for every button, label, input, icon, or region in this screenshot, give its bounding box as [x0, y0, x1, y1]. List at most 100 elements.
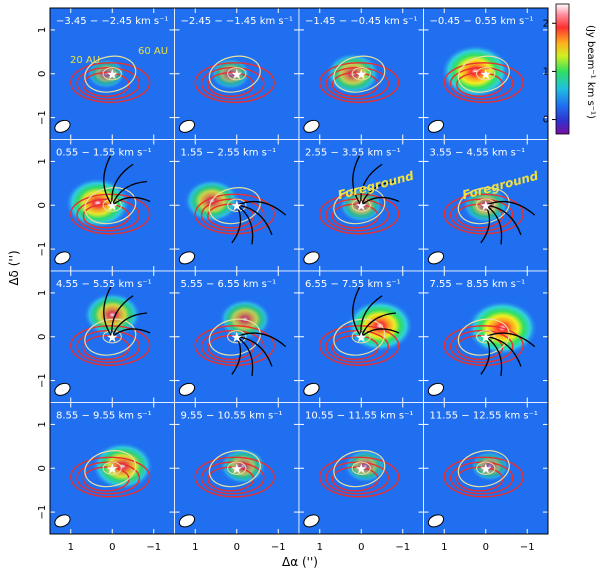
- colorbar-tick-label: 2: [543, 18, 549, 29]
- y-tick-label: 1: [37, 27, 48, 33]
- streamline-trace: [231, 336, 242, 375]
- red-contour: [194, 62, 275, 103]
- ellipse-60au: [333, 450, 386, 488]
- ellipse-60au: [84, 187, 137, 225]
- streamline-trace: [111, 328, 151, 338]
- ellipse-20au: [476, 330, 496, 344]
- ellipse-20au: [351, 461, 371, 475]
- y-tick-label: 0: [37, 202, 48, 208]
- streamline-trace: [231, 204, 242, 244]
- emission-blob: [210, 57, 251, 90]
- streamline-trace: [360, 180, 396, 206]
- streamline-trace: [485, 336, 522, 367]
- beam-ellipse: [303, 514, 320, 528]
- colorbar-tick-label: 0: [543, 115, 549, 126]
- streamline-trace: [111, 196, 151, 206]
- velocity-range-label: −3.45 − −2.45 km s⁻¹: [56, 16, 168, 27]
- star-marker: ★: [355, 67, 368, 83]
- colorbar: 0 1 2: [543, 3, 570, 135]
- y-tick-label: 1: [37, 158, 48, 164]
- channel-panel: ★ 9.55 − 10.55 km s⁻¹: [174, 402, 300, 535]
- x-tick-label: −1: [520, 542, 535, 553]
- streamline-trace: [111, 180, 147, 206]
- ellipse-60au: [208, 187, 261, 225]
- velocity-range-label: 11.55 − 12.55 km s⁻¹: [430, 411, 538, 422]
- beam-ellipse: [427, 119, 445, 133]
- star-marker: ★: [230, 198, 243, 214]
- x-tick-label: 0: [358, 542, 364, 553]
- red-contour: [319, 456, 400, 498]
- beam-ellipse: [54, 119, 71, 133]
- velocity-range-label: 3.55 − 4.55 km s⁻¹: [430, 148, 526, 159]
- beam-ellipse: [427, 382, 445, 396]
- streamline-trace: [236, 204, 273, 236]
- ellipse-60au: [84, 55, 137, 93]
- streamline-trace: [103, 286, 113, 338]
- channel-panel: ★ −3.45 − −2.45 km s⁻¹ 20 AU 60 AU: [49, 7, 175, 140]
- beam-ellipse: [178, 382, 196, 396]
- red-contour: [194, 456, 275, 498]
- velocity-range-label: 2.55 − 3.55 km s⁻¹: [305, 148, 401, 159]
- emission-blob: [65, 178, 130, 229]
- channel-panel: ★ 0.55 − 1.55 km s⁻¹: [49, 139, 175, 272]
- ellipse-60au: [84, 450, 137, 488]
- y-tick-label: 0: [37, 334, 48, 340]
- star-marker: ★: [106, 330, 119, 346]
- ellipse-60au: [208, 318, 261, 356]
- streamline-trace: [485, 336, 503, 376]
- ellipse-20au: [102, 461, 122, 475]
- beam-ellipse: [178, 251, 196, 265]
- beam-ellipse: [178, 119, 196, 133]
- channel-panel: ★ 8.55 − 9.55 km s⁻¹: [49, 402, 175, 535]
- velocity-range-label: 0.55 − 1.55 km s⁻¹: [56, 148, 152, 159]
- red-contour: [443, 456, 524, 498]
- panel-grid: ★ −3.45 − −2.45 km s⁻¹ 20 AU 60 AU ★ −2.45 − …: [49, 7, 549, 535]
- x-tick-label: 1: [317, 542, 323, 553]
- x-tick-label: 0: [234, 542, 240, 553]
- channel-panel: ★ 11.55 − 12.55 km s⁻¹: [423, 402, 549, 535]
- ellipse-20au: [476, 461, 496, 475]
- velocity-range-label: 7.55 − 8.55 km s⁻¹: [430, 279, 526, 290]
- channel-panel: ★ −0.45 − 0.55 km s⁻¹: [423, 7, 549, 140]
- velocity-range-label: 8.55 − 9.55 km s⁻¹: [56, 411, 152, 422]
- star-marker: ★: [106, 67, 119, 83]
- streamline-trace: [352, 154, 362, 206]
- streamline-trace: [236, 200, 287, 216]
- red-contour: [70, 456, 151, 498]
- streamline-trace: [480, 336, 491, 375]
- velocity-range-label: 4.55 − 5.55 km s⁻¹: [56, 279, 152, 290]
- y-tick-label: 1: [37, 290, 48, 296]
- x-tick-label: −1: [146, 542, 161, 553]
- streamline-trace: [352, 286, 362, 338]
- x-tick-label: −1: [271, 542, 286, 553]
- velocity-range-label: 1.55 − 2.55 km s⁻¹: [181, 148, 277, 159]
- star-marker: ★: [479, 67, 492, 83]
- ellipse-60au: [457, 450, 510, 488]
- velocity-range-label: −1.45 − −0.45 km s⁻¹: [305, 16, 417, 27]
- velocity-range-label: 10.55 − 11.55 km s⁻¹: [305, 411, 413, 422]
- ellipse-20au: [351, 67, 371, 81]
- ellipse-60au: [333, 187, 386, 225]
- red-contour: [70, 193, 151, 235]
- beam-ellipse: [54, 382, 71, 396]
- streamline-trace: [485, 332, 536, 348]
- streamline-trace: [111, 295, 134, 337]
- y-tick-label: 1: [37, 421, 48, 427]
- beam-ellipse: [427, 251, 445, 265]
- y-tick-label: −1: [37, 505, 48, 520]
- colorbar-label: (Jy beam⁻¹ km s⁻¹): [585, 25, 596, 119]
- streamline-trace: [236, 204, 254, 245]
- red-contour: [194, 193, 275, 235]
- star-marker: ★: [230, 330, 243, 346]
- y-tick-label: 0: [37, 71, 48, 77]
- channel-panel: ★ 7.55 − 8.55 km s⁻¹: [423, 270, 549, 403]
- streamline-trace: [236, 336, 273, 367]
- streamline-trace: [111, 312, 147, 337]
- streamline-trace: [480, 204, 491, 244]
- streamline-trace: [360, 312, 396, 337]
- ellipse-20au: [227, 330, 247, 344]
- beam-ellipse: [303, 382, 320, 396]
